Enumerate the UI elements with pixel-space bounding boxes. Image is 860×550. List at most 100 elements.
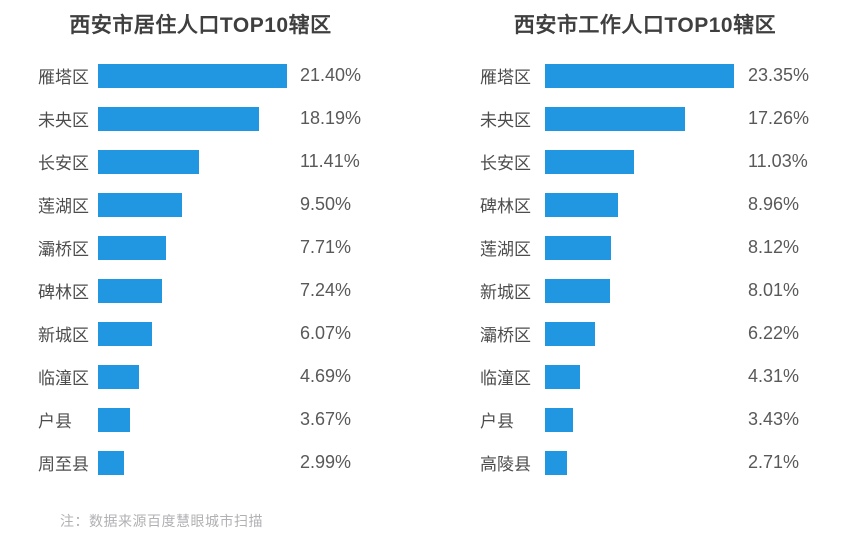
bar <box>98 192 182 217</box>
category-label: 灞桥区 <box>38 240 89 259</box>
bar-track <box>545 192 741 217</box>
bar-track <box>98 407 292 432</box>
value-label: 3.43% <box>748 409 800 429</box>
chart-row: 长安区 11.41% <box>38 140 363 183</box>
bar <box>98 450 124 475</box>
category-label: 长安区 <box>38 154 89 173</box>
chart-row: 雁塔区 23.35% <box>480 54 810 97</box>
bar-track <box>98 278 292 303</box>
category-label: 长安区 <box>480 154 531 173</box>
category-label: 未央区 <box>38 111 89 130</box>
category-label: 雁塔区 <box>38 68 89 87</box>
bar <box>98 149 199 174</box>
category-label: 雁塔区 <box>480 68 531 87</box>
bar-track <box>98 106 292 131</box>
category-label: 临潼区 <box>38 369 89 388</box>
chart-row: 临潼区 4.69% <box>38 355 363 398</box>
category-label: 灞桥区 <box>480 326 531 345</box>
bar <box>545 235 611 260</box>
bar <box>545 149 634 174</box>
bar-track <box>545 149 741 174</box>
value-label: 4.31% <box>748 366 800 386</box>
chart-title: 西安市居住人口TOP10辖区 <box>69 14 332 37</box>
category-label: 户县 <box>480 412 514 431</box>
chart-row: 新城区 8.01% <box>480 269 810 312</box>
bar <box>545 192 618 217</box>
value-label: 11.03% <box>748 151 808 171</box>
bar-track <box>545 321 741 346</box>
value-label: 18.19% <box>300 108 362 128</box>
category-label: 未央区 <box>480 111 531 130</box>
value-label: 8.01% <box>748 280 800 300</box>
bar-track <box>545 278 741 303</box>
value-label: 6.22% <box>748 323 800 343</box>
chart-row: 灞桥区 6.22% <box>480 312 810 355</box>
category-label: 新城区 <box>38 326 89 345</box>
chart-row: 周至县 2.99% <box>38 441 363 484</box>
bar <box>545 321 595 346</box>
value-label: 8.96% <box>748 194 800 214</box>
value-label: 2.71% <box>748 452 800 472</box>
category-label: 莲湖区 <box>38 197 89 216</box>
chart-row: 高陵县 2.71% <box>480 441 810 484</box>
chart-row: 雁塔区 21.40% <box>38 54 363 97</box>
value-label: 23.35% <box>748 65 810 85</box>
chart-row: 莲湖区 9.50% <box>38 183 363 226</box>
bar-track <box>98 450 292 475</box>
category-label: 高陵县 <box>480 455 531 474</box>
chart-row: 新城区 6.07% <box>38 312 363 355</box>
bar <box>545 407 573 432</box>
bar <box>545 63 734 88</box>
bar-track <box>98 63 292 88</box>
bar-track <box>545 407 741 432</box>
value-label: 8.12% <box>748 237 800 257</box>
bar <box>98 278 162 303</box>
bar-track <box>98 321 292 346</box>
bar-track <box>545 63 741 88</box>
category-label: 周至县 <box>38 455 89 474</box>
bar <box>98 407 130 432</box>
chart-working-population-top10: 西安市工作人口TOP10辖区 雁塔区 23.35% 未央区 17.26% 长安区 11.0… <box>480 0 810 484</box>
category-label: 新城区 <box>480 283 531 302</box>
value-label: 7.71% <box>300 237 352 257</box>
chart-row: 户县 3.43% <box>480 398 810 441</box>
chart-row: 碑林区 8.96% <box>480 183 810 226</box>
chart-title: 西安市工作人口TOP10辖区 <box>513 14 777 37</box>
value-label: 4.69% <box>300 366 352 386</box>
chart-row: 户县 3.67% <box>38 398 363 441</box>
bar-track <box>545 106 741 131</box>
value-label: 6.07% <box>300 323 352 343</box>
chart-row: 未央区 18.19% <box>38 97 363 140</box>
bar <box>545 278 610 303</box>
bar <box>545 450 567 475</box>
value-label: 11.41% <box>300 151 360 171</box>
bar <box>98 106 259 131</box>
bar <box>98 235 166 260</box>
category-label: 莲湖区 <box>480 240 531 259</box>
bar <box>545 364 580 389</box>
category-label: 户县 <box>38 412 72 431</box>
bar-track <box>98 364 292 389</box>
chart-row: 碑林区 7.24% <box>38 269 363 312</box>
bar-track <box>98 149 292 174</box>
bar-track <box>545 235 741 260</box>
chart-row: 临潼区 4.31% <box>480 355 810 398</box>
bar <box>98 364 139 389</box>
chart-row: 未央区 17.26% <box>480 97 810 140</box>
chart-row: 灞桥区 7.71% <box>38 226 363 269</box>
bar-track <box>98 192 292 217</box>
data-source-note: 注：数据来源百度慧眼城市扫描 <box>60 513 263 529</box>
value-label: 3.67% <box>300 409 352 429</box>
value-label: 7.24% <box>300 280 352 300</box>
value-label: 21.40% <box>300 65 362 85</box>
chart-rows: 雁塔区 23.35% 未央区 17.26% 长安区 11.03% 碑林区 8.96% 莲湖区 8.… <box>480 54 810 484</box>
value-label: 9.50% <box>300 194 352 214</box>
chart-rows: 雁塔区 21.40% 未央区 18.19% 长安区 11.41% 莲湖区 9.50% 灞桥区 7.… <box>38 54 363 484</box>
category-label: 碑林区 <box>480 197 531 216</box>
bar-track <box>98 235 292 260</box>
bar <box>545 106 685 131</box>
bar <box>98 321 152 346</box>
bar <box>98 63 287 88</box>
bar-track <box>545 364 741 389</box>
